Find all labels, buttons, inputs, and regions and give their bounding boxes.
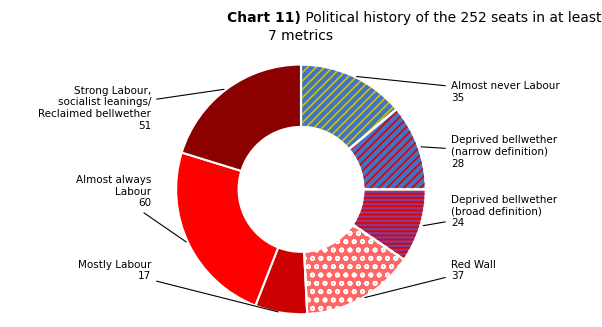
Text: Deprived bellwether
(narrow definition)
28: Deprived bellwether (narrow definition) … (421, 135, 557, 168)
Wedge shape (301, 64, 397, 149)
Text: 7 metrics: 7 metrics (268, 29, 334, 43)
Text: Mostly Labour
17: Mostly Labour 17 (78, 260, 278, 312)
Wedge shape (255, 248, 307, 314)
Wedge shape (304, 225, 404, 314)
Text: Chart 11): Chart 11) (227, 11, 301, 26)
Text: Red Wall
37: Red Wall 37 (365, 260, 495, 298)
Text: Political history of the 252 seats in at least 4 of: Political history of the 252 seats in at… (301, 11, 602, 26)
Text: Almost never Labour
35: Almost never Labour 35 (356, 77, 560, 103)
Wedge shape (182, 64, 301, 171)
Text: Almost always
Labour
60: Almost always Labour 60 (76, 175, 186, 242)
Wedge shape (349, 109, 426, 189)
Text: Strong Labour,
socialist leanings/
Reclaimed bellwether
51: Strong Labour, socialist leanings/ Recla… (39, 86, 224, 130)
Wedge shape (353, 189, 426, 260)
Wedge shape (176, 153, 278, 306)
Text: Deprived bellwether
(broad definition)
24: Deprived bellwether (broad definition) 2… (423, 195, 557, 229)
